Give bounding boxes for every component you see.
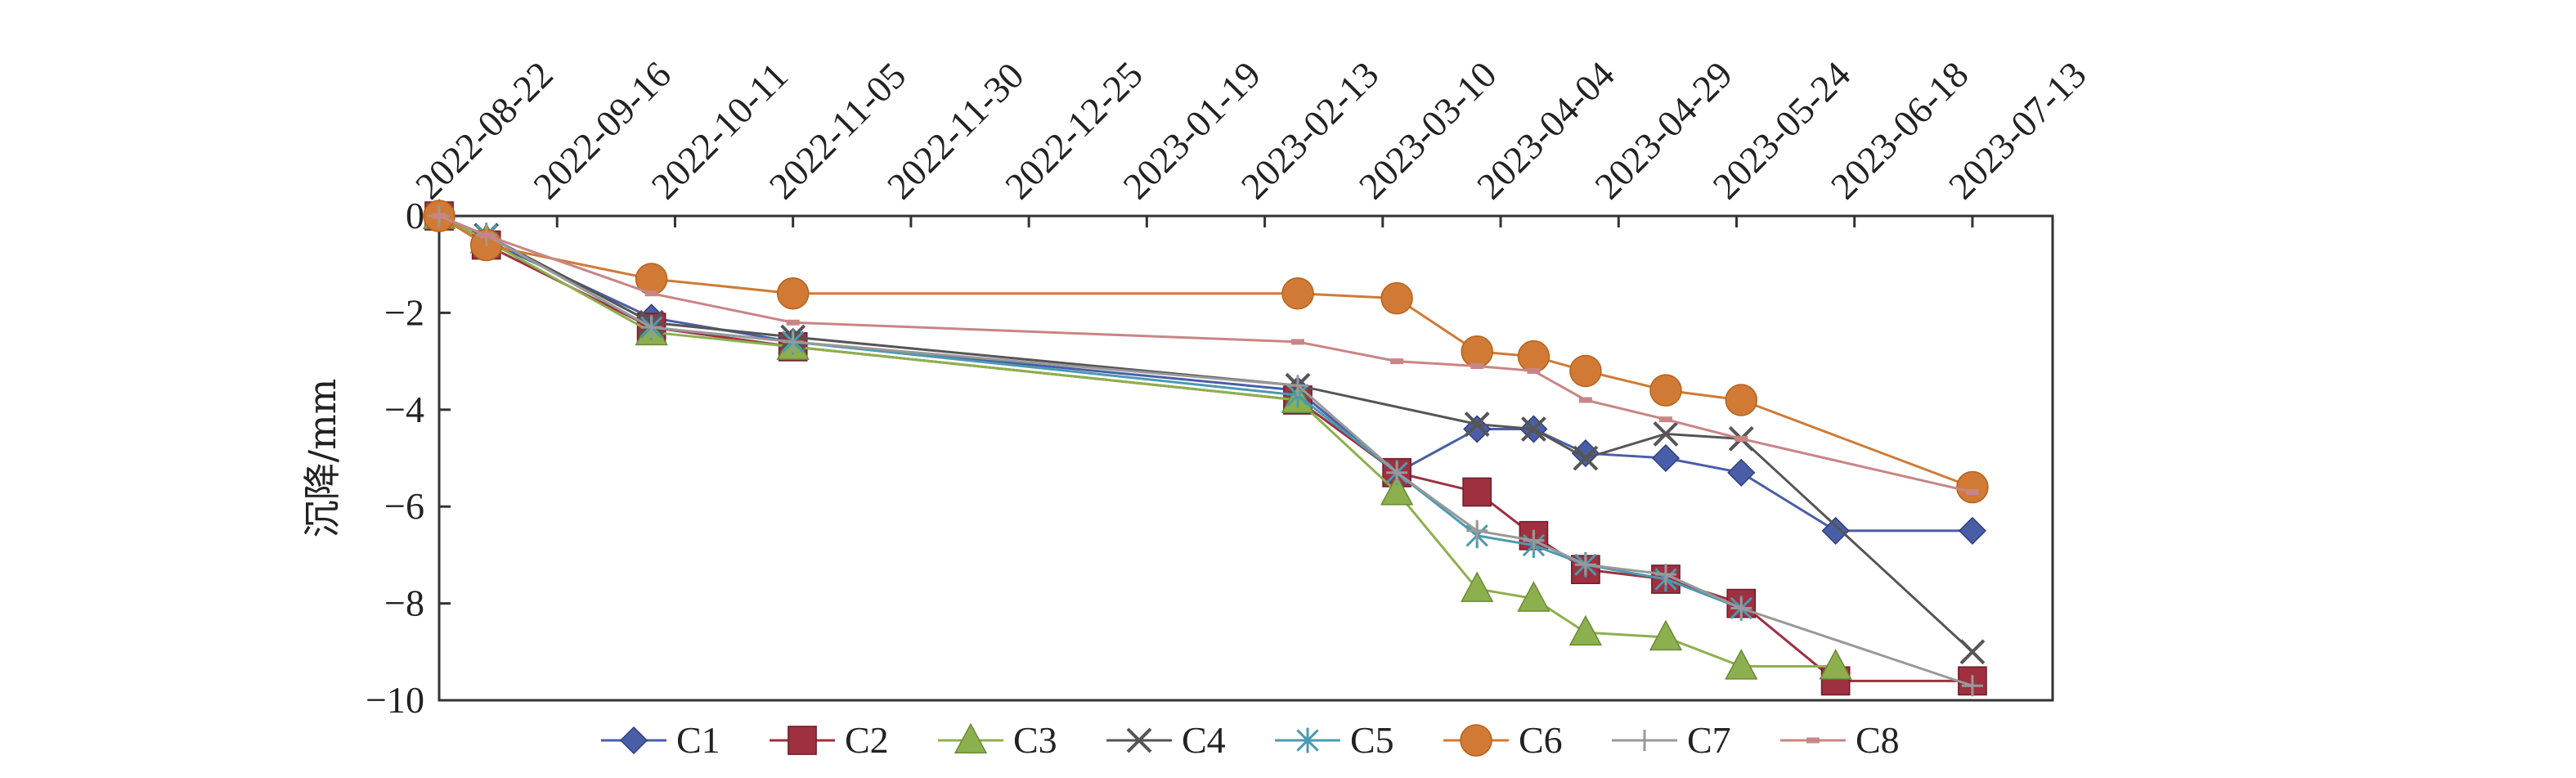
data-point	[1380, 281, 1413, 315]
data-point	[1462, 477, 1492, 507]
data-point	[640, 317, 662, 339]
data-point	[786, 319, 800, 326]
legend-label: C8	[1856, 719, 1900, 761]
data-point	[1651, 443, 1681, 473]
x-axis: 2022-08-222022-09-162022-10-112022-11-05…	[407, 53, 2094, 227]
data-point	[1649, 374, 1682, 407]
legend-label: C6	[1519, 719, 1563, 761]
legend-item-c8: C8	[1780, 719, 1900, 761]
legend-item-c4: C4	[1106, 719, 1226, 761]
data-point	[1520, 416, 1546, 442]
series-c5	[428, 203, 1752, 621]
data-point	[1461, 571, 1494, 602]
data-point	[1286, 375, 1308, 397]
series-line	[438, 214, 1836, 668]
series-line	[438, 214, 1973, 687]
data-point	[1527, 367, 1541, 374]
y-tick-label: −8	[384, 582, 424, 624]
data-point	[1574, 554, 1596, 576]
series-c1	[424, 201, 1986, 545]
series-c7	[429, 205, 1983, 697]
plot-area-frame	[438, 214, 2054, 702]
data-point	[433, 213, 446, 219]
data-point	[1464, 411, 1490, 437]
y-tick-label: −6	[384, 485, 424, 527]
data-point	[1296, 727, 1319, 753]
data-point	[782, 331, 804, 353]
data-point	[1725, 649, 1758, 680]
data-point	[1806, 737, 1820, 744]
data-point	[1725, 384, 1757, 416]
data-point	[1956, 470, 1989, 504]
data-point	[1281, 277, 1314, 310]
data-point	[1958, 516, 1986, 545]
data-point	[1460, 724, 1492, 757]
data-point	[1727, 458, 1756, 487]
data-point	[1965, 488, 1979, 495]
data-point	[1569, 354, 1602, 388]
data-point	[1578, 397, 1592, 403]
data-point	[1517, 340, 1551, 373]
data-point	[1735, 435, 1748, 442]
data-point	[1821, 516, 1850, 545]
data-point	[619, 726, 648, 755]
data-point	[1463, 415, 1492, 443]
legend-label: C4	[1182, 719, 1226, 761]
data-point	[479, 232, 493, 239]
legend-item-c2: C2	[770, 719, 889, 761]
data-point	[1658, 416, 1672, 423]
data-point	[1517, 581, 1551, 612]
data-point	[1653, 420, 1679, 447]
data-point	[954, 722, 988, 754]
data-point	[1386, 461, 1408, 483]
series-c8	[433, 213, 1979, 495]
y-axis: 0 −2 −4 −6 −8 −10	[366, 195, 451, 721]
legend-item-c3: C3	[938, 719, 1057, 761]
data-point	[1634, 730, 1655, 751]
series-line	[438, 214, 1973, 493]
data-point	[1961, 675, 1983, 697]
data-point	[1819, 649, 1852, 680]
legend: C1 C2 C3 C4 C5 C6 C7 C8	[601, 719, 1900, 761]
data-point	[1730, 597, 1752, 619]
data-point	[1959, 639, 1986, 665]
legend-label: C7	[1687, 719, 1731, 761]
data-point	[1126, 727, 1152, 753]
data-point	[1649, 619, 1683, 651]
data-point	[1466, 519, 1488, 542]
data-point	[1390, 358, 1404, 365]
legend-label: C1	[676, 719, 720, 761]
legend-label: C3	[1013, 719, 1057, 761]
series-c6	[423, 200, 1989, 504]
data-point	[644, 290, 658, 297]
legend-label: C2	[845, 719, 889, 761]
data-point	[776, 277, 810, 310]
data-point	[1654, 564, 1676, 586]
y-tick-label: −2	[384, 291, 424, 333]
data-point	[1568, 614, 1603, 646]
legend-item-c1: C1	[601, 719, 720, 761]
y-axis-title: 沉降/mm	[300, 379, 344, 538]
y-tick-label: −4	[384, 389, 424, 430]
data-point	[1290, 339, 1304, 345]
data-point	[1470, 363, 1484, 370]
legend-item-c7: C7	[1612, 719, 1731, 761]
data-point	[1573, 445, 1599, 471]
data-point	[788, 726, 817, 755]
data-point	[1380, 474, 1414, 506]
series-layer	[422, 198, 1989, 697]
data-point	[1523, 529, 1545, 551]
data-point	[1461, 335, 1493, 368]
y-tick-label: −10	[366, 679, 424, 721]
series-line	[438, 214, 1973, 488]
legend-item-c6: C6	[1443, 719, 1563, 761]
legend-label: C5	[1350, 719, 1394, 761]
legend-item-c5: C5	[1275, 719, 1394, 761]
y-tick-label: 0	[406, 195, 424, 236]
